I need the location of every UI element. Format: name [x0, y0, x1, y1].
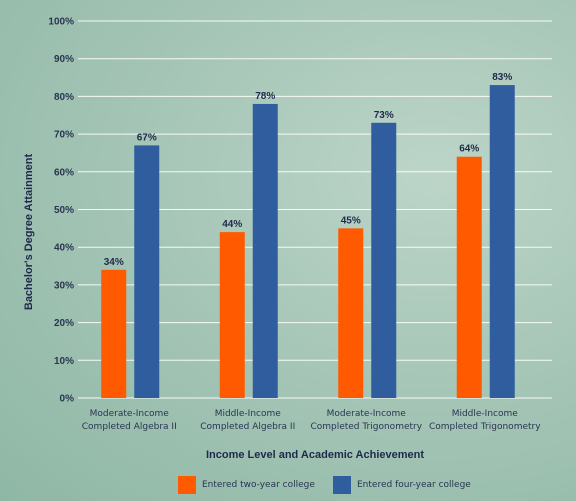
- bar-two-year: [456, 156, 482, 398]
- x-category-label: Completed Trigonometry: [429, 422, 541, 432]
- legend-label-four-year: Entered four-year college: [357, 480, 471, 490]
- bar-four-year: [371, 122, 397, 398]
- x-category-label: Middle-Income: [452, 409, 519, 419]
- bar-two-year: [101, 269, 127, 398]
- data-label-two-year: 34%: [104, 257, 124, 268]
- x-category-label: Middle-Income: [215, 409, 282, 419]
- y-tick-label: 50%: [54, 205, 74, 216]
- y-tick-label: 30%: [54, 280, 74, 291]
- y-axis-title: Bachelor's Degree Attainment: [23, 154, 35, 311]
- bar-two-year: [219, 232, 245, 398]
- x-category-label: Moderate-Income: [327, 409, 407, 419]
- legend-swatch-four-year: [333, 476, 351, 494]
- legend-label-two-year: Entered two-year college: [202, 480, 315, 490]
- y-tick-label: 90%: [54, 54, 74, 65]
- y-axis-ticks: 0% 10% 20% 30% 40% 50% 60% 70% 80% 90% 100%: [48, 17, 74, 405]
- bar-four-year: [489, 85, 515, 398]
- y-tick-label: 40%: [54, 243, 74, 254]
- x-category-label: Moderate-Income: [90, 409, 170, 419]
- bar-two-year: [338, 228, 364, 398]
- bar-four-year: [252, 103, 278, 398]
- y-tick-label: 60%: [54, 167, 74, 178]
- y-tick-label: 70%: [54, 130, 74, 141]
- data-label-four-year: 83%: [492, 72, 512, 83]
- y-tick-label: 80%: [54, 92, 74, 103]
- bar-four-year: [134, 145, 160, 398]
- data-label-two-year: 44%: [222, 219, 242, 230]
- data-label-two-year: 64%: [459, 144, 479, 155]
- y-tick-label: 10%: [54, 356, 74, 367]
- x-category-label: Completed Algebra II: [82, 422, 177, 432]
- legend-item-four-year: Entered four-year college: [333, 476, 471, 494]
- x-category-label: Completed Trigonometry: [310, 422, 422, 432]
- x-axis-title: Income Level and Academic Achievement: [206, 449, 424, 461]
- data-label-two-year: 45%: [341, 215, 361, 226]
- y-tick-label: 0%: [60, 394, 75, 405]
- data-label-four-year: 78%: [255, 91, 275, 102]
- legend-swatch-two-year: [178, 476, 196, 494]
- data-label-four-year: 73%: [374, 110, 394, 121]
- data-label-four-year: 67%: [137, 132, 157, 143]
- x-axis-categories: Moderate-Income Completed Algebra II Middl…: [82, 409, 541, 432]
- bars: [101, 85, 515, 398]
- x-category-label: Completed Algebra II: [200, 422, 295, 432]
- y-tick-label: 20%: [54, 318, 74, 329]
- legend-item-two-year: Entered two-year college: [178, 476, 315, 494]
- legend: Entered two-year college Entered four-ye…: [0, 476, 576, 494]
- data-labels: 34% 67% 44% 78% 45% 73% 64% 83%: [104, 72, 513, 268]
- y-tick-label: 100%: [48, 17, 74, 28]
